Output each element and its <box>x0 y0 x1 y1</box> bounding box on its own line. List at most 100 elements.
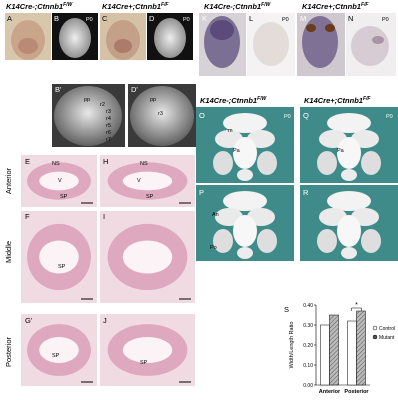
row-label: Anterior <box>4 167 13 194</box>
y-tick-label: 0.40 <box>303 303 313 309</box>
tissue-shape <box>237 169 253 181</box>
tissue-shape <box>317 229 337 253</box>
rhombomere-label: r4 <box>106 116 111 122</box>
panel-label: O <box>199 111 205 120</box>
significance-bracket <box>351 307 362 311</box>
genotype-header: K14Cre+;Ctnnb1F/F <box>302 2 369 11</box>
rhombomere-label: r7 <box>106 137 111 143</box>
panel-label: F <box>25 212 30 221</box>
tissue-shape <box>341 169 357 181</box>
tissue-shape <box>39 240 79 274</box>
tissue-shape <box>223 191 267 211</box>
tissue-shape <box>317 151 337 175</box>
stage-label: P0 <box>386 114 393 120</box>
tissue-shape <box>39 337 79 363</box>
panel-label: A <box>7 14 12 23</box>
panel-label: J <box>103 316 107 325</box>
stage-label: P0 <box>282 17 289 23</box>
tissue-shape <box>59 18 91 58</box>
row-label: Posterior <box>4 336 13 367</box>
tissue-shape <box>351 26 389 66</box>
tissue-shape <box>213 151 233 175</box>
x-tick-label: Anterior <box>319 389 341 395</box>
tissue-shape <box>233 137 257 169</box>
tissue-shape <box>18 38 38 54</box>
panel-label: S <box>284 305 289 314</box>
y-tick-label: 0.00 <box>303 383 313 389</box>
bar <box>320 324 330 386</box>
legend-swatch <box>372 325 378 331</box>
tissue-shape <box>306 24 316 32</box>
stage-label: P0 <box>183 17 190 23</box>
panel-label: I <box>103 212 105 221</box>
tissue-shape <box>114 39 132 53</box>
x-tick-label: Posterior <box>344 389 369 395</box>
bar <box>356 310 366 386</box>
rhombomere-label: r2 <box>100 102 105 108</box>
panel-label: D' <box>131 85 138 94</box>
tissue-shape <box>54 86 122 146</box>
bone-label: Pa <box>233 148 241 154</box>
bar <box>329 314 339 386</box>
tissue-label: SP <box>58 264 66 270</box>
tissue-shape <box>223 113 267 133</box>
tissue-label: V <box>137 178 141 184</box>
panel-label: R <box>303 188 309 197</box>
genotype-header: K14Cre+;Ctnnb1F/F <box>304 96 371 105</box>
tissue-shape <box>122 240 173 274</box>
tissue-shape <box>327 191 371 211</box>
row-label: Middle <box>4 241 13 263</box>
tissue-shape <box>341 247 357 259</box>
tissue-shape <box>213 229 233 253</box>
panel-label: B <box>54 14 59 23</box>
panel-label: B' <box>55 85 62 94</box>
tissue-label: SP <box>140 360 148 366</box>
tissue-shape <box>233 215 257 247</box>
panel-label: E <box>25 157 30 166</box>
legend-label: Mutant <box>379 335 395 341</box>
genotype-header: K14Cre-;Ctnnb1F/W <box>200 96 268 105</box>
panel-label: G' <box>25 316 33 325</box>
panel-images <box>5 13 398 386</box>
panel-label: C <box>102 14 108 23</box>
rhombomere-label: r6 <box>106 130 111 136</box>
tissue-shape <box>122 337 173 363</box>
tissue-shape <box>253 22 289 66</box>
rhombomere-label: r5 <box>106 123 111 129</box>
rhombomere-label: r3 <box>106 109 111 115</box>
y-axis-label: Width/Length Ratio <box>289 322 295 369</box>
tissue-label: NS <box>140 161 148 167</box>
structure-label: pp <box>84 97 90 103</box>
bone-label: Po <box>210 245 217 251</box>
tissue-shape <box>361 229 381 253</box>
stage-label: P0 <box>86 17 93 23</box>
panel-label: N <box>348 14 353 23</box>
stage-label: P0 <box>284 114 291 120</box>
tissue-shape <box>337 137 361 169</box>
tissue-label: V <box>58 178 62 184</box>
tissue-shape <box>39 171 79 191</box>
genotype-header: K14Cre-;Ctnnb1F/W <box>204 2 272 11</box>
tissue-shape <box>361 151 381 175</box>
tissue-shape <box>237 247 253 259</box>
significance-annotation: * <box>355 302 358 309</box>
y-tick-label: 0.30 <box>303 323 313 329</box>
genotype-header: K14Cre+;Ctnnb1F/F <box>102 2 169 11</box>
tissue-label: SP <box>146 194 154 200</box>
tissue-shape <box>302 16 338 68</box>
tissue-shape <box>325 24 335 32</box>
bone-label: An <box>212 212 219 218</box>
tissue-shape <box>122 171 173 191</box>
panel-label: H <box>103 157 108 166</box>
tissue-label: SP <box>52 353 60 359</box>
panel-label: P <box>199 188 204 197</box>
panel-label: D <box>149 14 155 23</box>
stage-label: P0 <box>382 17 389 23</box>
legend-label: Control <box>379 326 395 332</box>
panel-label: Q <box>303 111 309 120</box>
tissue-shape <box>327 113 371 133</box>
bar <box>347 320 357 386</box>
tissue-shape <box>257 151 277 175</box>
panel-label: M <box>300 14 306 23</box>
